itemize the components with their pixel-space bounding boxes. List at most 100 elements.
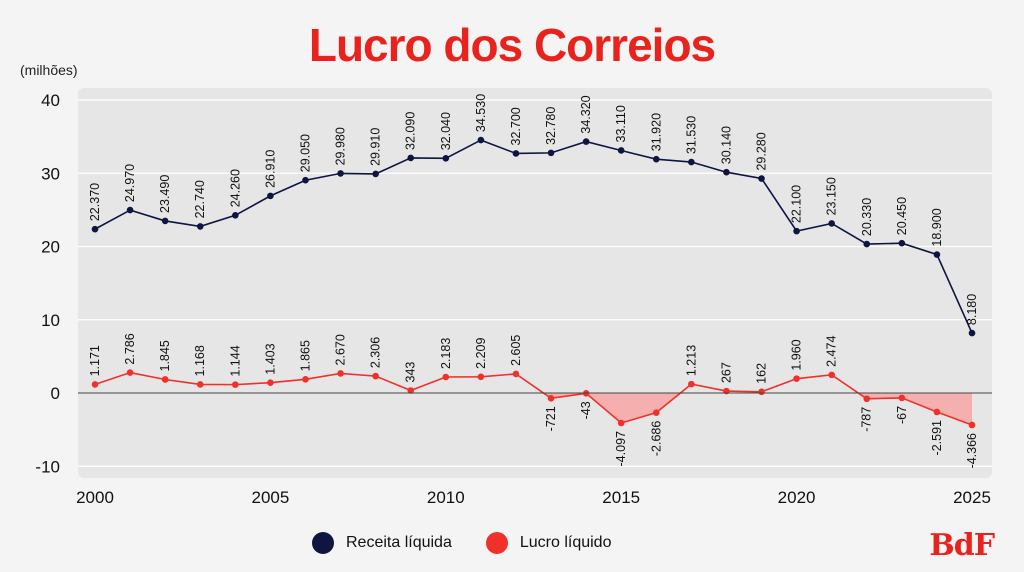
receita-data-label: 34.530 [474, 94, 488, 132]
receita-data-label: 32.700 [509, 107, 523, 145]
lucro-point [372, 372, 379, 380]
lucro-point [161, 376, 169, 383]
lucro-data-label: -4.097 [614, 431, 628, 466]
lucro-point [442, 373, 450, 381]
receita-point [161, 217, 169, 225]
receita-data-label: 33.110 [614, 105, 628, 142]
lucro-point [232, 381, 239, 388]
receita-point [723, 168, 730, 176]
receita-point [196, 223, 204, 230]
receita-point [407, 154, 415, 162]
lucro-point [91, 381, 99, 388]
y-tick-label: 30 [41, 164, 60, 183]
receita-data-label: 29.050 [298, 134, 312, 172]
receita-point [898, 239, 906, 247]
receita-point [582, 138, 590, 145]
lucro-data-label: 2.474 [825, 336, 839, 367]
line-chart: 22.370 24.970 23.490 22.740 24.260 26.910 29.0… [35, 88, 992, 507]
receita-point [688, 158, 695, 166]
receita-point [232, 211, 239, 219]
receita-data-label: 32.780 [544, 107, 558, 145]
legend-item-lucro: Lucro líquido [485, 532, 612, 554]
receita-point [652, 155, 660, 163]
receita-point [547, 149, 555, 157]
receita-data-label: 22.740 [193, 180, 207, 218]
receita-point [933, 251, 941, 258]
lucro-point [688, 380, 695, 388]
lucro-point [758, 388, 765, 396]
lucro-data-label: 267 [719, 362, 733, 383]
receita-line [94, 139, 973, 334]
lucro-data-label: 1.865 [298, 340, 312, 371]
receita-data-label: 22.100 [790, 185, 804, 223]
receita-data-label: 23.490 [158, 175, 172, 213]
receita-data-label: 18.900 [930, 208, 944, 246]
receita-data-label: 32.040 [439, 112, 453, 150]
lucro-data-label: 1.403 [263, 343, 277, 374]
lucro-data-label: 1.960 [790, 339, 804, 370]
x-tick-label: 2010 [427, 488, 465, 507]
lucro-point [547, 394, 555, 402]
receita-data-label: 32.090 [404, 112, 418, 150]
receita-point [828, 220, 835, 227]
receita-data-label: 22.370 [88, 183, 102, 221]
legend-dot-lucro [485, 532, 508, 554]
lucro-data-label: 2.786 [123, 333, 137, 364]
lucro-point [652, 409, 660, 416]
legend-item-receita: Receita líquida [312, 532, 452, 554]
lucro-data-label: 1.144 [228, 345, 242, 376]
receita-data-label: 31.530 [684, 116, 698, 154]
legend-label-receita: Receita líquida [346, 534, 452, 551]
lucro-point [267, 379, 274, 387]
chart-title: Lucro dos Correios [308, 19, 716, 71]
lucro-data-label: -721 [544, 406, 558, 431]
x-tick-label: 2005 [251, 488, 289, 507]
receita-point [372, 170, 379, 178]
receita-data-label: 20.450 [895, 197, 909, 235]
lucro-data-label: -43 [579, 401, 593, 419]
receita-point [302, 176, 309, 184]
lucro-data-label: 2.670 [334, 334, 348, 365]
y-unit-label: (milhões) [20, 62, 78, 78]
lucro-point [477, 373, 485, 381]
lucro-point [898, 394, 906, 402]
x-tick-label: 2000 [76, 488, 114, 507]
receita-point [793, 227, 800, 235]
lucro-data-label: 2.209 [474, 337, 488, 368]
bdf-logo: BdF [929, 528, 995, 563]
legend: Receita líquida Lucro líquido [312, 532, 645, 554]
lucro-point [933, 408, 941, 416]
receita-point [267, 192, 274, 200]
lucro-point [407, 387, 415, 394]
receita-point [442, 155, 450, 162]
receita-point [968, 329, 976, 337]
lucro-data-label: -2.686 [649, 421, 663, 456]
lucro-data-label: 343 [404, 362, 418, 383]
receita-point [512, 150, 520, 157]
x-tick-label: 2025 [953, 488, 991, 507]
legend-dot-receita [312, 532, 334, 554]
y-tick-label: 40 [41, 91, 60, 110]
lucro-data-label: -4.366 [965, 433, 979, 468]
receita-data-label: 29.980 [334, 127, 348, 165]
lucro-point [968, 421, 976, 429]
receita-point [758, 175, 765, 182]
legend-label-lucro: Lucro líquido [519, 534, 612, 551]
lucro-line [94, 371, 973, 426]
receita-data-label: 29.910 [369, 128, 383, 166]
lucro-point [793, 375, 800, 382]
lucro-point [617, 419, 625, 427]
receita-data-label: 26.910 [263, 150, 277, 188]
receita-data-label: 31.920 [649, 113, 663, 151]
receita-data-label: 24.970 [123, 164, 137, 202]
y-tick-label: 10 [41, 311, 60, 330]
y-tick-label: -10 [35, 457, 60, 476]
lucro-data-label: -2.591 [930, 420, 944, 455]
receita-point [617, 147, 625, 154]
receita-data-label: 30.140 [719, 126, 733, 164]
x-tick-label: 2015 [602, 488, 640, 507]
plot-area [78, 88, 992, 478]
lucro-point [863, 395, 871, 403]
lucro-data-label: 1.171 [88, 345, 102, 376]
y-tick-label: 20 [41, 238, 60, 257]
